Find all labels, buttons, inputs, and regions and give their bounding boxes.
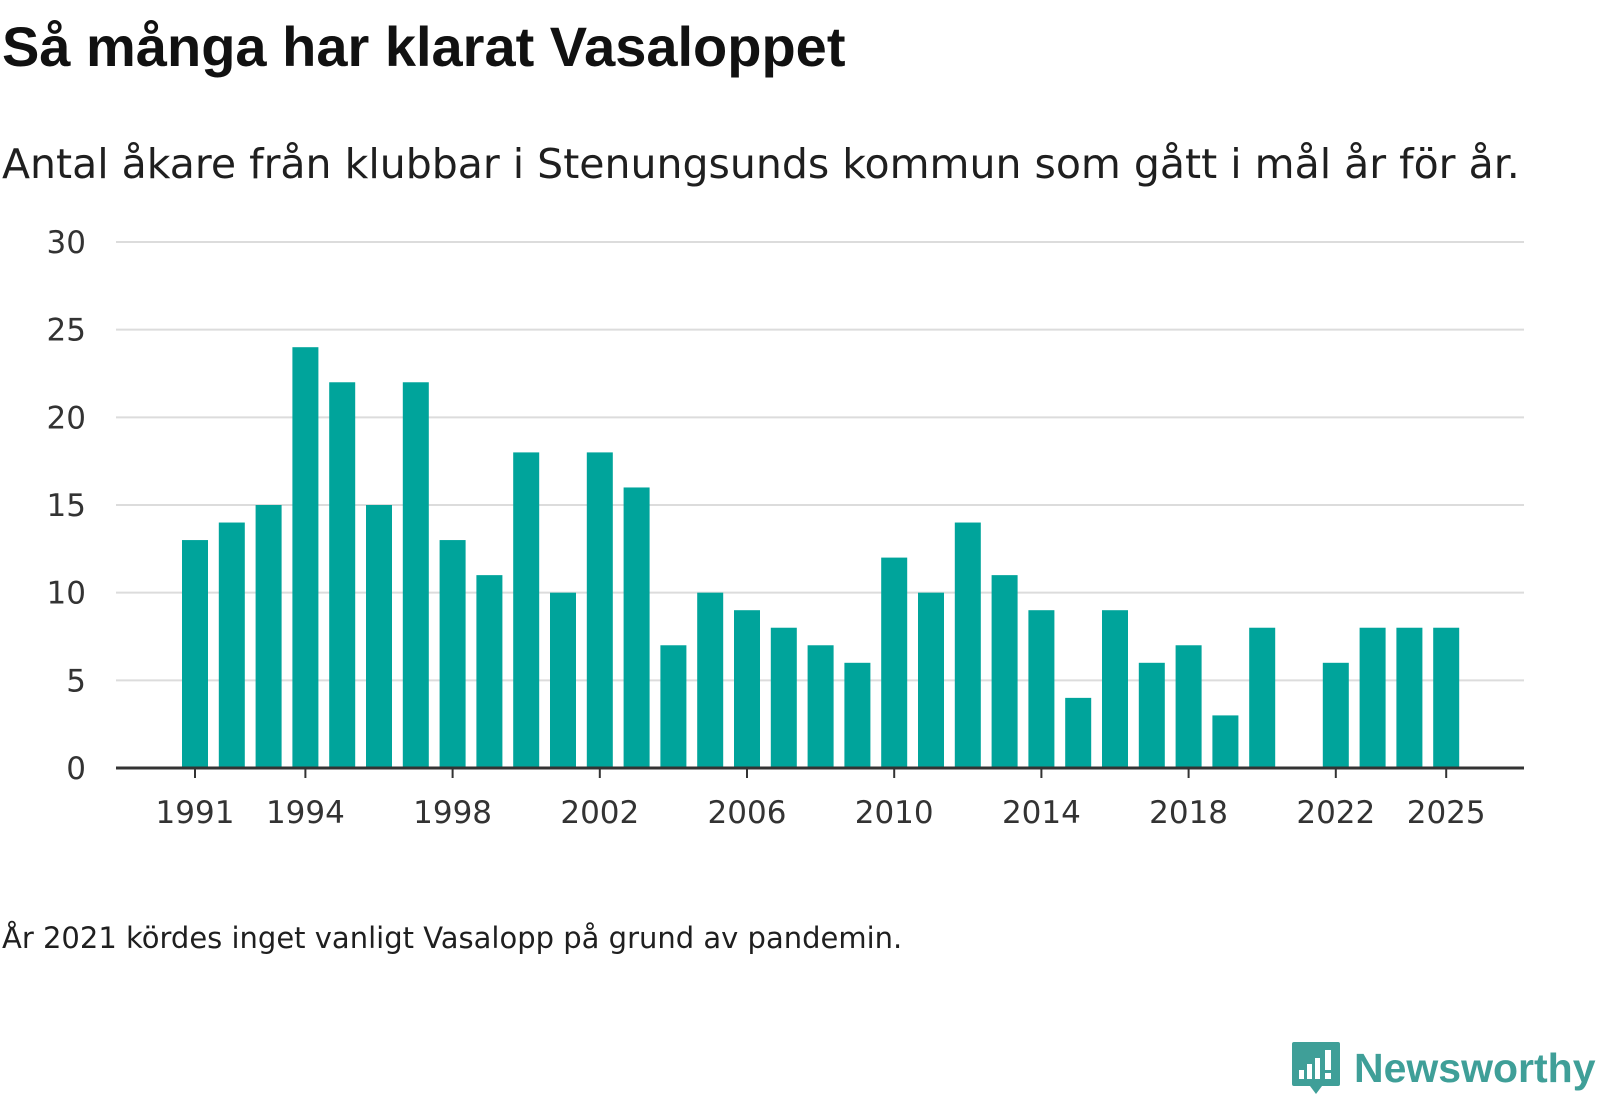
bar — [255, 505, 282, 768]
bar — [402, 382, 429, 768]
bar — [623, 487, 650, 768]
bar — [586, 452, 613, 768]
footnote: År 2021 kördes inget vanligt Vasalopp på… — [2, 921, 903, 955]
x-tick-label: 2022 — [1296, 795, 1375, 831]
bar — [1396, 627, 1423, 768]
bar — [881, 557, 908, 768]
bar — [1065, 697, 1092, 768]
x-tick-label: 2014 — [1002, 795, 1081, 831]
bar — [182, 540, 208, 768]
bar — [1359, 627, 1386, 768]
y-tick-label: 25 — [47, 313, 86, 349]
bar — [550, 592, 576, 768]
bar — [513, 452, 540, 768]
x-tick-label: 2002 — [560, 795, 639, 831]
x-tick-label: 2010 — [855, 795, 934, 831]
bars — [182, 347, 1460, 768]
bar — [991, 575, 1018, 768]
y-tick-label: 10 — [47, 576, 86, 612]
x-tick-label: 1994 — [266, 795, 345, 831]
y-tick-label: 5 — [66, 663, 86, 699]
gridlines — [116, 241, 1524, 682]
bar — [1249, 627, 1276, 768]
bar — [1175, 645, 1202, 768]
x-axis: 1991 1994 1998 2002 2006 2010 2014 2018 2022 2025 — [116, 766, 1524, 831]
bar — [660, 645, 687, 768]
bar — [697, 592, 724, 768]
x-tick-label: 2018 — [1149, 795, 1228, 831]
newsworthy-logo: Newsworthy — [1290, 1040, 1596, 1096]
newsworthy-logo-icon — [1292, 1042, 1340, 1094]
bar — [329, 382, 356, 768]
x-tick-label: 1998 — [413, 795, 492, 831]
chart-subtitle: Antal åkare från klubbar i Stenungsunds … — [2, 140, 1520, 188]
bar — [1212, 715, 1239, 768]
bar — [1102, 610, 1128, 768]
bar — [292, 347, 319, 768]
bar — [476, 575, 503, 768]
newsworthy-logo-text: Newsworthy — [1354, 1044, 1596, 1091]
y-tick-label: 20 — [47, 400, 86, 436]
chart-title: Så många har klarat Vasaloppet — [2, 15, 846, 78]
bar — [734, 610, 760, 768]
bar — [807, 645, 834, 768]
bar — [918, 592, 944, 768]
bar — [1138, 662, 1165, 768]
x-tick-label: 2006 — [708, 795, 787, 831]
y-tick-label: 15 — [47, 488, 86, 524]
bar — [1433, 627, 1460, 768]
y-axis-labels: 0 5 10 15 20 25 30 — [47, 225, 86, 787]
bar — [770, 627, 797, 768]
bar — [218, 522, 245, 768]
x-tick-label: 2025 — [1407, 795, 1486, 831]
bar — [954, 522, 981, 768]
bar — [366, 505, 392, 768]
bar — [439, 540, 466, 768]
x-tick-label: 1991 — [156, 795, 235, 831]
bar — [1028, 610, 1055, 768]
y-tick-label: 30 — [47, 225, 86, 261]
y-tick-label: 0 — [66, 751, 86, 787]
bar — [1322, 662, 1349, 768]
bar — [844, 662, 871, 768]
